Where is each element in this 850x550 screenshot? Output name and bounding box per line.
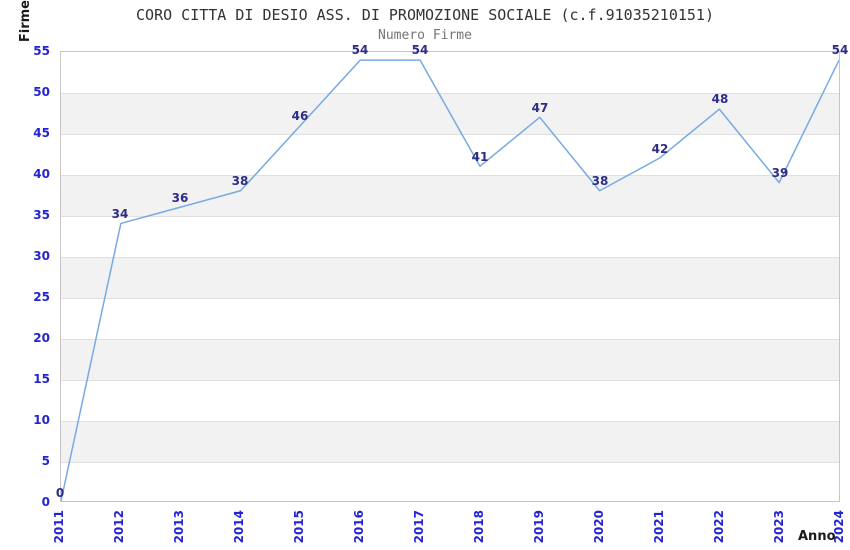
y-tick-label: 40 [33,167,50,181]
grid-band [61,421,839,462]
plot-area [60,51,840,502]
x-tick-label: 2013 [172,510,186,544]
x-tick-label: 2020 [592,510,606,544]
gridline [61,93,839,94]
x-axis-title: Anno [798,529,836,544]
point-value-label: 0 [55,486,65,500]
point-value-label: 42 [651,141,669,156]
y-tick-label: 50 [33,85,50,99]
y-tick-label: 0 [41,495,50,509]
y-tick-label: 25 [33,290,50,304]
y-tick-label: 10 [33,413,50,427]
x-tick-label: 2012 [112,510,126,544]
x-tick-label: 2014 [232,510,246,544]
y-tick-label: 35 [33,208,50,222]
grid-band [61,339,839,380]
gridline [61,134,839,135]
point-value-label: 54 [831,43,849,58]
y-tick-label: 20 [33,331,50,345]
gridline [61,339,839,340]
series-line [61,59,839,501]
point-value-label: 47 [531,100,549,115]
point-value-label: 38 [591,174,609,189]
gridline [61,257,839,258]
x-tick-label: 2022 [712,510,726,544]
gridline [61,298,839,299]
point-value-label: 41 [471,149,489,164]
x-tick-label: 2015 [292,510,306,544]
gridline [61,175,839,176]
chart-title: CORO CITTA DI DESIO ASS. DI PROMOZIONE S… [136,6,714,24]
y-tick-label: 30 [33,249,50,263]
y-tick-label: 5 [41,454,50,468]
x-tick-label: 2017 [412,510,426,544]
point-value-label: 48 [711,92,729,107]
x-tick-label: 2018 [472,510,486,544]
gridline [61,462,839,463]
gridline [61,216,839,217]
point-value-label: 34 [111,207,129,222]
x-tick-label: 2023 [772,510,786,544]
y-tick-label: 45 [33,126,50,140]
gridline [61,421,839,422]
line-series-svg [61,59,839,501]
x-tick-label: 2016 [352,510,366,544]
point-value-label: 38 [231,174,249,189]
y-tick-label: 55 [33,44,50,58]
x-tick-label: 2021 [652,510,666,544]
point-value-label: 54 [351,43,369,58]
y-tick-label: 15 [33,372,50,386]
y-axis-title: Firme [18,0,33,43]
gridline [61,380,839,381]
chart-subtitle: Numero Firme [378,28,472,43]
x-tick-label: 2019 [532,510,546,544]
grid-band [61,175,839,216]
grid-band [61,257,839,298]
point-value-label: 39 [771,166,789,181]
x-tick-label: 2011 [52,510,66,544]
point-value-label: 46 [291,108,309,123]
point-value-label: 36 [171,190,189,205]
point-value-label: 54 [411,43,429,58]
